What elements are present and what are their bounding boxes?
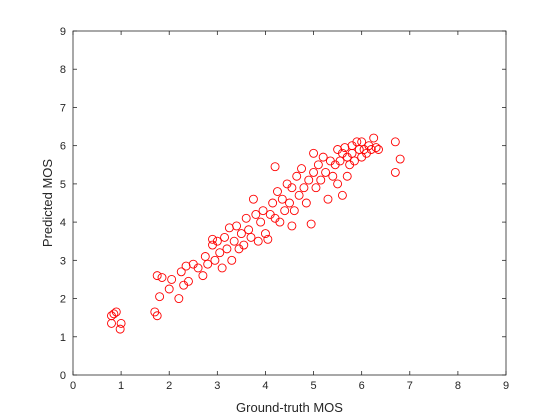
point	[248, 194, 258, 204]
point	[371, 143, 381, 153]
x-axis-label: Ground-truth MOS	[236, 400, 343, 415]
x-tick-label: 6	[359, 380, 365, 392]
point	[176, 267, 186, 277]
point	[167, 274, 177, 284]
point	[309, 167, 319, 177]
point	[253, 236, 263, 246]
point	[263, 234, 273, 244]
point	[275, 217, 285, 227]
point	[337, 190, 347, 200]
point	[321, 167, 331, 177]
point	[111, 307, 121, 317]
point	[227, 255, 237, 265]
point	[390, 167, 400, 177]
point	[246, 232, 256, 242]
x-tick-label: 3	[214, 380, 220, 392]
point	[287, 221, 297, 231]
point	[115, 324, 125, 334]
point	[285, 198, 294, 208]
point	[316, 175, 326, 185]
y-tick-label: 0	[60, 370, 66, 382]
x-tick-label: 1	[118, 380, 124, 392]
point	[342, 171, 352, 181]
point	[256, 217, 266, 227]
x-tick-label: 7	[407, 380, 413, 392]
point	[220, 232, 230, 242]
point	[210, 255, 220, 265]
point	[270, 162, 280, 172]
point	[374, 145, 383, 154]
point	[208, 234, 217, 244]
point	[292, 171, 302, 181]
point	[280, 206, 290, 216]
point	[268, 198, 278, 208]
point	[229, 236, 239, 246]
point	[222, 244, 232, 254]
point	[174, 294, 184, 304]
point	[157, 273, 167, 282]
point	[164, 284, 174, 294]
x-tick-label: 8	[455, 380, 461, 392]
point	[311, 183, 321, 193]
point	[155, 292, 165, 302]
point	[313, 160, 323, 170]
x-tick-label: 4	[262, 380, 268, 392]
y-axis-label: Predicted MOS	[40, 159, 55, 247]
point	[323, 194, 333, 204]
point	[212, 236, 222, 246]
y-tick-label: 5	[60, 179, 66, 191]
y-tick-label: 1	[60, 332, 66, 344]
point	[273, 187, 282, 196]
point	[350, 156, 359, 166]
point	[333, 179, 343, 189]
y-tick-label: 3	[60, 255, 66, 267]
point	[152, 311, 162, 321]
point	[239, 240, 249, 250]
point	[277, 194, 287, 204]
x-tick-label: 2	[166, 380, 172, 392]
point	[236, 229, 246, 239]
point	[184, 276, 193, 286]
point	[297, 164, 306, 174]
point	[309, 148, 319, 158]
point	[366, 145, 376, 154]
point	[203, 259, 213, 269]
point	[390, 137, 400, 147]
point	[152, 271, 162, 281]
point	[287, 183, 297, 193]
point	[251, 210, 261, 219]
point	[241, 213, 251, 223]
x-tick-label: 9	[503, 380, 509, 392]
point	[107, 318, 116, 328]
y-tick-label: 8	[60, 64, 66, 76]
y-tick-label: 7	[60, 102, 66, 114]
plot-area	[72, 30, 507, 376]
point	[328, 171, 338, 181]
y-tick-label: 6	[60, 141, 66, 153]
point	[318, 152, 328, 162]
point	[224, 223, 234, 233]
point	[193, 263, 203, 273]
point	[258, 206, 268, 216]
point	[217, 263, 227, 273]
point	[260, 229, 270, 239]
point	[369, 133, 379, 143]
x-tick-label: 0	[70, 380, 76, 392]
point	[198, 271, 208, 281]
point	[215, 248, 225, 258]
point	[306, 219, 316, 229]
y-tick-label: 9	[60, 26, 66, 38]
point	[116, 318, 126, 328]
point	[301, 198, 311, 208]
y-tick-label: 4	[60, 217, 66, 229]
point	[289, 206, 299, 216]
y-tick-label: 2	[60, 294, 66, 306]
point	[294, 190, 304, 200]
point	[109, 309, 119, 319]
x-tick-label: 5	[310, 380, 316, 392]
point	[304, 175, 314, 185]
point	[395, 154, 405, 164]
point	[299, 183, 309, 193]
